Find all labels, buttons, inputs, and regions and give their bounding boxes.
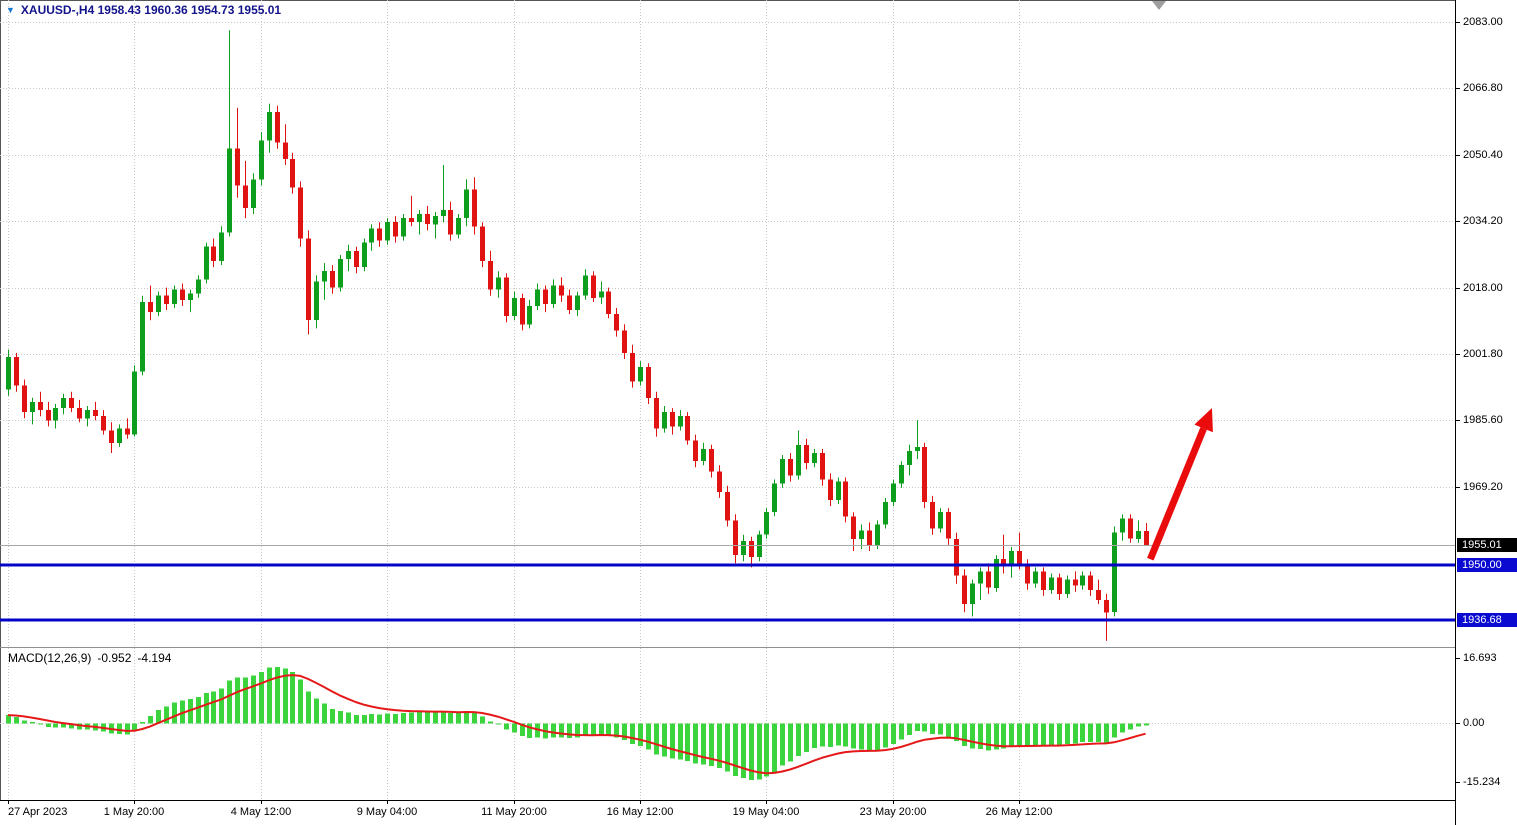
macd-indicator-label: MACD(12,26,9) -0.952 -4.194 xyxy=(8,651,177,665)
time-axis-label: 23 May 20:00 xyxy=(859,806,927,818)
time-axis-label: 9 May 04:00 xyxy=(356,806,418,818)
macd-value-signal: -4.194 xyxy=(137,651,172,665)
chart-shift-marker-icon[interactable] xyxy=(1152,1,1166,10)
axis-tick-mark xyxy=(1456,155,1460,156)
time-axis-label: 19 May 04:00 xyxy=(732,806,800,818)
macd-value-main: -0.952 xyxy=(97,651,132,665)
axis-tick-mark xyxy=(1456,221,1460,222)
level-price-badge: 1950.00 xyxy=(1457,558,1517,573)
time-tick-mark xyxy=(893,801,894,804)
time-axis-label: 26 May 12:00 xyxy=(985,806,1053,818)
axis-tick-mark xyxy=(1456,782,1460,783)
macd-tick-label: 16.693 xyxy=(1463,652,1497,665)
time-tick-mark xyxy=(134,801,135,804)
macd-histogram xyxy=(6,667,1149,781)
time-axis-label: 1 May 20:00 xyxy=(103,806,165,818)
axis-tick-mark xyxy=(1456,288,1460,289)
macd-tick-label: -15.234 xyxy=(1463,776,1501,789)
time-tick-mark xyxy=(766,801,767,804)
time-tick-mark xyxy=(261,801,262,804)
price-tick-label: 2018.00 xyxy=(1463,281,1503,294)
time-axis-label: 4 May 12:00 xyxy=(230,806,292,818)
axis-tick-mark xyxy=(1456,658,1460,659)
price-tick-label: 1985.60 xyxy=(1463,413,1503,426)
macd-label-text: MACD(12,26,9) xyxy=(8,651,92,665)
price-axis[interactable]: 2083.00 2066.80 2050.40 2034.20 2018.00 2001.… xyxy=(1455,0,1517,825)
axis-tick-mark xyxy=(1456,487,1460,488)
price-tick-label: 2034.20 xyxy=(1463,215,1503,228)
time-axis-label: 16 May 12:00 xyxy=(606,806,674,818)
chart-dropdown-icon[interactable]: ▼ xyxy=(6,5,15,15)
symbol-ohlc-text: XAUUSD-,H4 1958.43 1960.36 1954.73 1955.… xyxy=(20,3,282,17)
price-chart-canvas[interactable] xyxy=(0,0,1455,647)
candles xyxy=(6,30,1149,641)
time-tick-mark xyxy=(8,801,9,804)
time-axis-label: 11 May 20:00 xyxy=(481,806,547,818)
time-tick-mark xyxy=(514,801,515,804)
symbol-ohlc-info: ▼ XAUUSD-,H4 1958.43 1960.36 1954.73 195… xyxy=(6,3,281,17)
trend-arrow[interactable] xyxy=(1147,408,1213,561)
bid-price-badge: 1955.01 xyxy=(1457,537,1517,552)
axis-tick-mark xyxy=(1456,354,1460,355)
time-tick-mark xyxy=(1019,801,1020,804)
macd-signal-line xyxy=(7,674,1146,775)
axis-tick-mark xyxy=(1456,88,1460,89)
macd-canvas[interactable] xyxy=(0,648,1455,800)
price-gridlines xyxy=(0,0,1455,647)
time-axis-border xyxy=(0,800,1517,801)
price-tick-label: 2050.40 xyxy=(1463,149,1503,162)
axis-tick-mark xyxy=(1456,723,1460,724)
price-tick-label: 2001.80 xyxy=(1463,347,1503,360)
indicator-window-divider[interactable] xyxy=(0,647,1517,648)
time-tick-mark xyxy=(640,801,641,804)
time-axis[interactable]: 27 Apr 2023 1 May 20:00 4 May 12:00 9 May 0… xyxy=(0,801,1455,825)
support-resistance-lines[interactable] xyxy=(0,563,1455,622)
level-price-badge: 1936.68 xyxy=(1457,612,1517,627)
macd-tick-label: 0.00 xyxy=(1463,717,1485,730)
time-tick-mark xyxy=(387,801,388,804)
time-axis-label: 27 Apr 2023 xyxy=(8,806,68,818)
price-tick-label: 2066.80 xyxy=(1463,82,1503,95)
price-tick-label: 1969.20 xyxy=(1463,480,1503,493)
axis-tick-mark xyxy=(1456,420,1460,421)
axis-tick-mark xyxy=(1456,22,1460,23)
price-tick-label: 2083.00 xyxy=(1463,16,1503,29)
